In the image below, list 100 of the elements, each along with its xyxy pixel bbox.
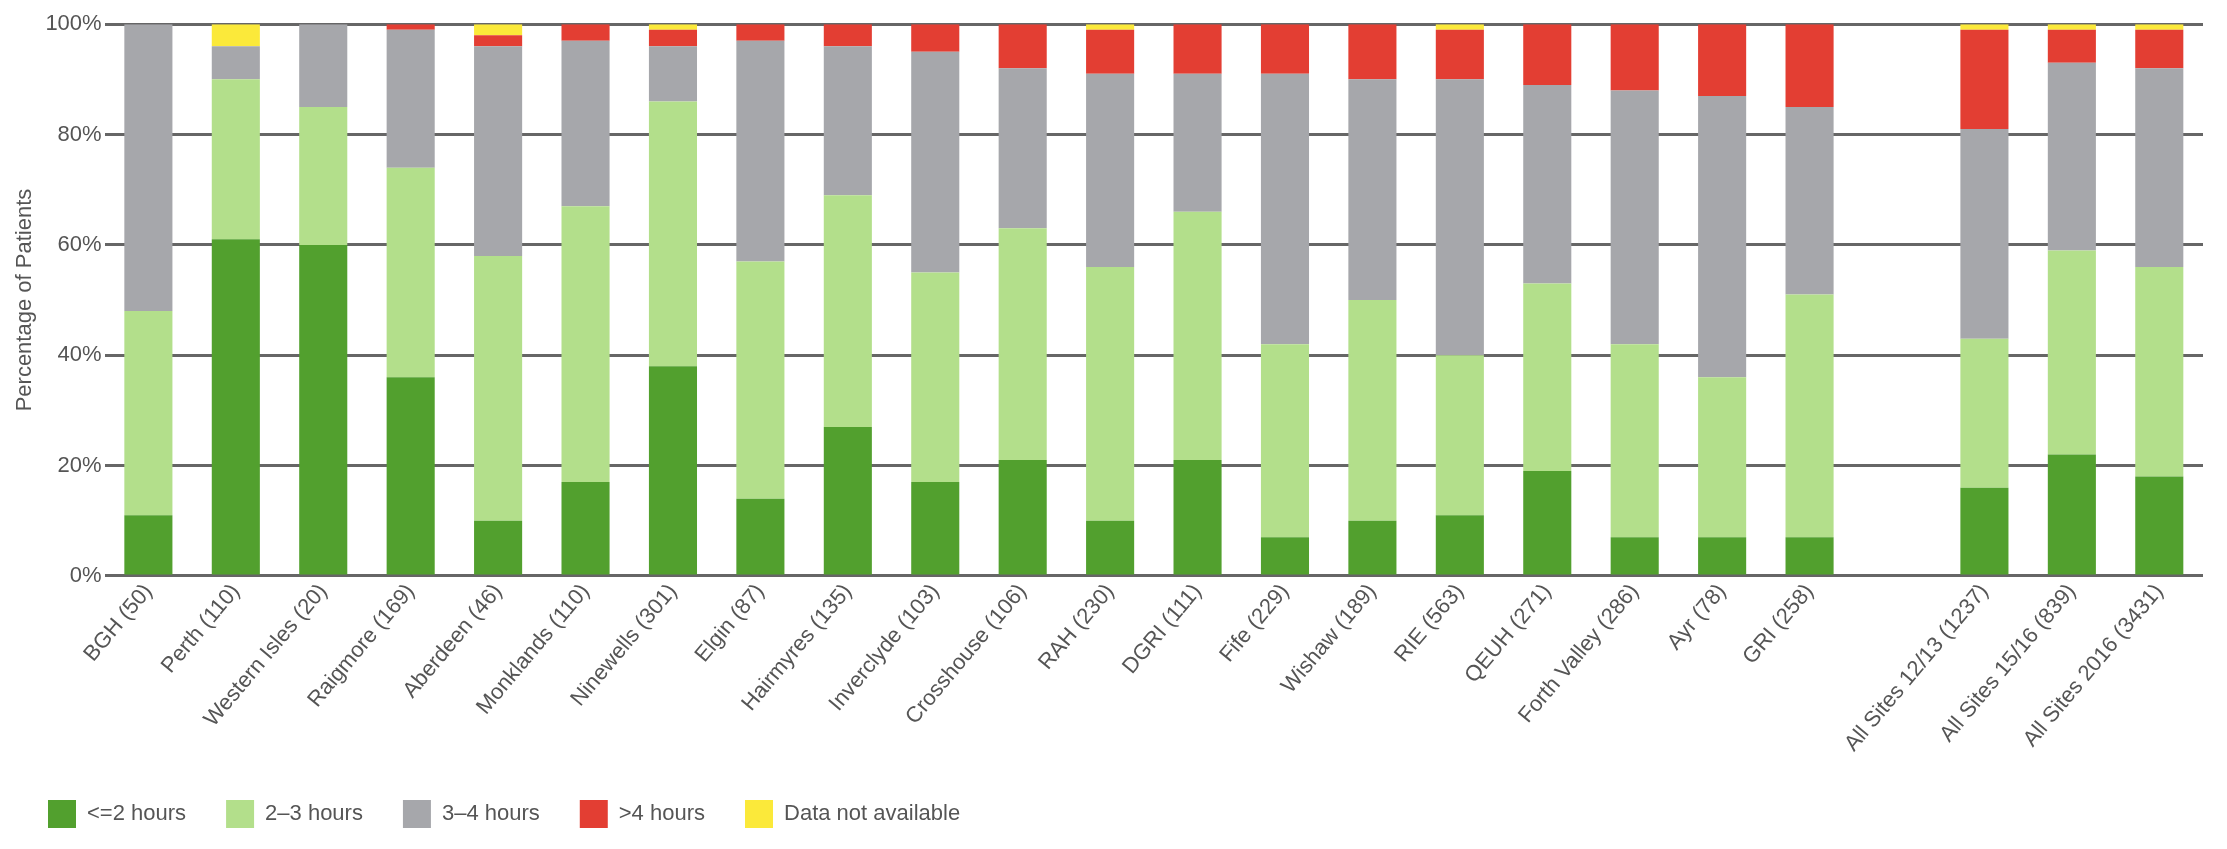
bar xyxy=(1610,90,1659,345)
bar xyxy=(1260,344,1310,538)
bar xyxy=(2135,68,2184,267)
y-tick-label: 80% xyxy=(57,120,102,146)
bar xyxy=(561,206,610,483)
bar xyxy=(1960,129,2009,339)
bar xyxy=(2135,24,2184,30)
bar xyxy=(1348,79,1397,301)
bar xyxy=(474,35,523,47)
bar xyxy=(1086,24,1135,30)
bar xyxy=(386,377,435,575)
bar xyxy=(299,106,348,245)
bar xyxy=(1698,24,1747,96)
bar xyxy=(1435,355,1484,516)
bar xyxy=(1086,29,1135,74)
bar xyxy=(386,29,435,168)
bar xyxy=(1610,344,1659,538)
bar xyxy=(1960,487,2009,575)
bar xyxy=(1610,537,1659,575)
bar xyxy=(1260,537,1310,575)
bar xyxy=(1435,29,1484,80)
bar xyxy=(1435,79,1484,356)
bar xyxy=(1173,73,1222,212)
bar xyxy=(998,460,1047,575)
x-tick-label: Ayr (78) xyxy=(1661,578,1731,655)
bar xyxy=(211,46,260,80)
bar xyxy=(648,24,698,30)
bar xyxy=(561,24,610,41)
bar xyxy=(1086,266,1135,521)
bar xyxy=(561,40,610,207)
y-tick-label: 40% xyxy=(57,341,102,367)
bar xyxy=(648,46,698,102)
bar xyxy=(211,24,260,47)
bar xyxy=(1086,520,1135,575)
bar xyxy=(1435,24,1484,30)
y-axis-title: Percentage of Patients xyxy=(11,188,37,412)
bar xyxy=(823,24,872,47)
bar xyxy=(474,255,523,521)
bar xyxy=(823,195,872,427)
bar xyxy=(823,46,872,196)
legend-label: Data not available xyxy=(784,800,961,826)
bar xyxy=(736,24,785,41)
bar xyxy=(1435,515,1484,575)
bar xyxy=(1785,24,1834,107)
bar xyxy=(736,40,785,262)
bar xyxy=(299,24,348,107)
y-tick-label: 60% xyxy=(57,230,102,256)
bar xyxy=(474,46,523,256)
bar xyxy=(736,498,785,575)
bar xyxy=(1173,460,1222,575)
bar xyxy=(211,239,260,575)
bar xyxy=(474,24,523,36)
bar xyxy=(1610,24,1659,91)
bar xyxy=(1523,24,1572,85)
bar xyxy=(2047,24,2096,30)
bar xyxy=(1698,377,1747,538)
bar xyxy=(1348,300,1397,521)
bar xyxy=(1348,24,1397,80)
bar xyxy=(911,51,960,273)
bar xyxy=(1086,73,1135,267)
bar xyxy=(2135,476,2184,575)
bar xyxy=(998,228,1047,461)
bar xyxy=(386,24,435,30)
bar xyxy=(1698,537,1747,575)
bar xyxy=(1960,24,2009,30)
bar xyxy=(124,311,173,516)
bar xyxy=(1960,338,2009,488)
bar xyxy=(823,426,872,575)
bar xyxy=(1523,283,1572,472)
bar xyxy=(1960,29,2009,130)
bar xyxy=(998,24,1047,69)
bar xyxy=(561,482,610,575)
bar xyxy=(2135,29,2184,69)
bar xyxy=(911,272,960,483)
bar xyxy=(648,29,698,47)
bar xyxy=(2047,29,2096,63)
legend-label: 3–4 hours xyxy=(441,800,540,826)
legend-label: >4 hours xyxy=(618,800,706,826)
y-tick-label: 20% xyxy=(57,451,102,477)
bar xyxy=(1523,471,1572,575)
y-tick-label: 0% xyxy=(69,561,102,587)
bar xyxy=(1260,73,1310,345)
bar xyxy=(911,24,960,52)
bar xyxy=(1173,211,1222,461)
bar xyxy=(2047,62,2096,251)
bar xyxy=(2047,250,2096,455)
bar xyxy=(1785,106,1834,295)
bar xyxy=(2135,266,2184,477)
bar xyxy=(124,24,173,312)
bar xyxy=(1785,294,1834,538)
bar xyxy=(299,244,348,575)
bar xyxy=(211,79,260,240)
bar xyxy=(648,366,698,575)
bar xyxy=(1260,24,1310,74)
bar xyxy=(474,520,523,575)
bar xyxy=(648,101,698,367)
bar xyxy=(736,261,785,499)
bar xyxy=(1348,520,1397,575)
legend-label: <=2 hours xyxy=(87,800,187,826)
legend-label: 2–3 hours xyxy=(265,800,363,826)
